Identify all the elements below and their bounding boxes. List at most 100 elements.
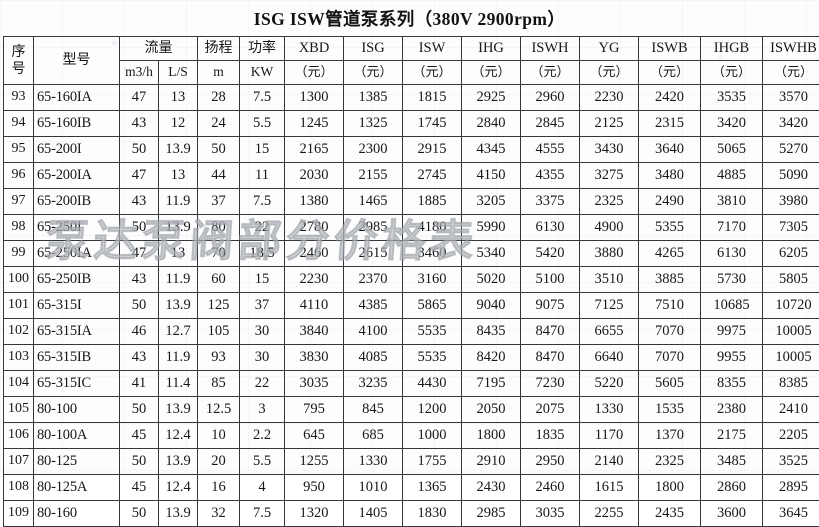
cell-ihg: 5340 [462,241,521,267]
cell-model: 65-200IA [34,163,120,189]
cell-ihg: 4150 [462,163,521,189]
cell-yg: 1615 [580,475,639,501]
cell-iswh: 5100 [521,267,580,293]
cell-kw: 22 [240,371,285,397]
header-seq-char2: 号 [4,61,33,78]
cell-ihg: 2925 [462,85,521,111]
cell-iswhb: 3645 [763,501,819,527]
cell-m: 105 [198,319,240,345]
cell-yg: 2255 [580,501,639,527]
cell-ihg: 7195 [462,371,521,397]
cell-m3/h: 50 [120,501,159,527]
cell-l/s: 12 [159,111,198,137]
cell-ihgb: 4885 [701,163,763,189]
cell-ihg: 1800 [462,423,521,449]
header-unit-yuan-iswhb: （元） [763,61,819,85]
cell-iswh: 4555 [521,137,580,163]
cell-kw: 3 [240,397,285,423]
cell-isw: 2745 [403,163,462,189]
cell-isw: 1815 [403,85,462,111]
cell-model: 80-160 [34,501,120,527]
header-flow-group: 流量 [120,37,198,61]
cell-kw: 22 [240,215,285,241]
cell-isg: 1405 [344,501,403,527]
cell-kw: 11 [240,163,285,189]
cell-xbd: 1320 [285,501,344,527]
cell-ihg: 2910 [462,449,521,475]
cell-isg: 2370 [344,267,403,293]
cell-l/s: 13.9 [159,449,198,475]
header-price-yg: YG [580,37,639,61]
cell-m: 20 [198,449,240,475]
header-price-isg: ISG [344,37,403,61]
pump-price-table: 序 号 型号 流量 扬程 功率 XBD ISG ISW IHG ISWH YG … [3,36,819,527]
cell-iswhb: 2410 [763,397,819,423]
cell-iswh: 4355 [521,163,580,189]
cell-iswhb: 3525 [763,449,819,475]
cell-yg: 2140 [580,449,639,475]
cell-ihg: 8435 [462,319,521,345]
cell-isg: 1465 [344,189,403,215]
cell-iswh: 5420 [521,241,580,267]
cell-m: 125 [198,293,240,319]
cell-yg: 4900 [580,215,639,241]
cell-seq: 99 [4,241,34,267]
cell-xbd: 1245 [285,111,344,137]
cell-iswb: 5605 [639,371,701,397]
cell-iswhb: 10005 [763,345,819,371]
cell-l/s: 13 [159,241,198,267]
cell-m3/h: 50 [120,137,159,163]
cell-seq: 100 [4,267,34,293]
cell-seq: 94 [4,111,34,137]
cell-ihgb: 5065 [701,137,763,163]
cell-isg: 1325 [344,111,403,137]
cell-kw: 30 [240,319,285,345]
cell-m3/h: 43 [120,345,159,371]
cell-iswb: 7070 [639,345,701,371]
cell-isg: 2985 [344,215,403,241]
cell-m: 16 [198,475,240,501]
cell-l/s: 11.9 [159,189,198,215]
cell-iswb: 2420 [639,85,701,111]
cell-xbd: 1300 [285,85,344,111]
cell-ihg: 9040 [462,293,521,319]
cell-isg: 1010 [344,475,403,501]
cell-xbd: 2780 [285,215,344,241]
cell-seq: 96 [4,163,34,189]
cell-l/s: 12.7 [159,319,198,345]
cell-l/s: 13.9 [159,137,198,163]
cell-yg: 1330 [580,397,639,423]
cell-m3/h: 43 [120,189,159,215]
cell-isw: 5865 [403,293,462,319]
cell-ihgb: 10685 [701,293,763,319]
cell-model: 65-315IA [34,319,120,345]
cell-model: 65-250IA [34,241,120,267]
cell-l/s: 12.4 [159,475,198,501]
cell-iswh: 2075 [521,397,580,423]
header-unit-kw: KW [240,61,285,85]
cell-seq: 107 [4,449,34,475]
cell-iswb: 2315 [639,111,701,137]
cell-kw: 18.5 [240,241,285,267]
cell-m3/h: 43 [120,111,159,137]
cell-kw: 5.5 [240,449,285,475]
cell-model: 65-250I [34,215,120,241]
cell-ihgb: 2860 [701,475,763,501]
header-price-iswhb: ISWHB [763,37,819,61]
cell-iswh: 2950 [521,449,580,475]
cell-l/s: 11.9 [159,267,198,293]
cell-iswb: 1370 [639,423,701,449]
header-price-isw: ISW [403,37,462,61]
cell-m3/h: 45 [120,423,159,449]
cell-m: 80 [198,215,240,241]
cell-ihg: 5990 [462,215,521,241]
